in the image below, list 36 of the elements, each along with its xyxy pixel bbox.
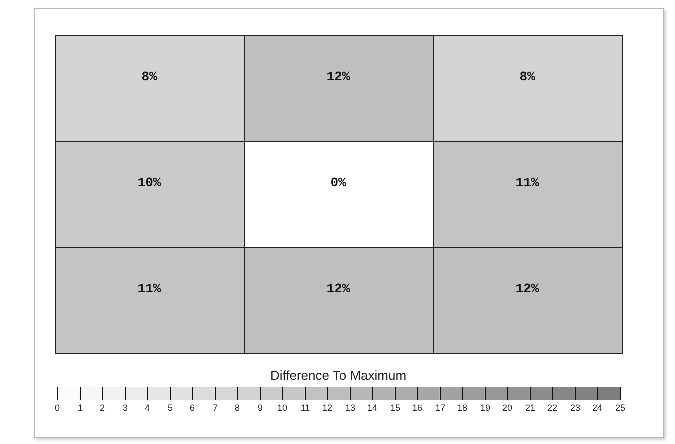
color-bar-label: 23 xyxy=(570,402,581,413)
color-bar-label: 2 xyxy=(100,402,106,413)
data-label: 12% xyxy=(326,70,350,85)
color-bar-label: 12 xyxy=(322,402,333,413)
color-bar-label: 16 xyxy=(412,402,423,413)
data-label: 12% xyxy=(516,282,540,297)
color-bar-label: 6 xyxy=(190,402,196,413)
data-label: 10% xyxy=(138,176,162,191)
color-bar-label: 19 xyxy=(480,402,491,413)
color-bar-label: 4 xyxy=(144,402,150,413)
color-bar-label: 3 xyxy=(122,402,128,413)
color-bar-label: 13 xyxy=(345,402,356,413)
color-bar-label: 5 xyxy=(168,402,174,413)
color-bar-label: 7 xyxy=(212,402,218,413)
color-bar-label: 25 xyxy=(615,402,626,413)
data-label: 11% xyxy=(138,282,162,297)
color-bar-label: 11 xyxy=(300,402,310,413)
data-label: 11% xyxy=(516,176,540,191)
color-bar-label: 14 xyxy=(367,402,378,413)
color-bar-label: 22 xyxy=(547,402,558,413)
color-bar-label: 0 xyxy=(54,402,60,413)
color-bar-label: 1 xyxy=(78,402,84,413)
color-bar-label: 18 xyxy=(457,402,468,413)
color-bar-label: 20 xyxy=(502,402,513,413)
data-label: 0% xyxy=(330,176,346,191)
data-label: 12% xyxy=(326,282,350,297)
color-bar-label: 21 xyxy=(525,402,536,413)
color-bar-label: 24 xyxy=(592,402,603,413)
color-bar-label: 15 xyxy=(390,402,401,413)
color-bar-label: 9 xyxy=(258,402,264,413)
color-bar-label: 17 xyxy=(435,402,446,413)
color-bar-label: 10 xyxy=(277,402,288,413)
color-bar-title: Difference To Maximum xyxy=(270,368,407,383)
data-label: 8% xyxy=(142,70,158,85)
color-bar-label: 8 xyxy=(234,402,240,413)
data-label: 8% xyxy=(520,70,536,85)
